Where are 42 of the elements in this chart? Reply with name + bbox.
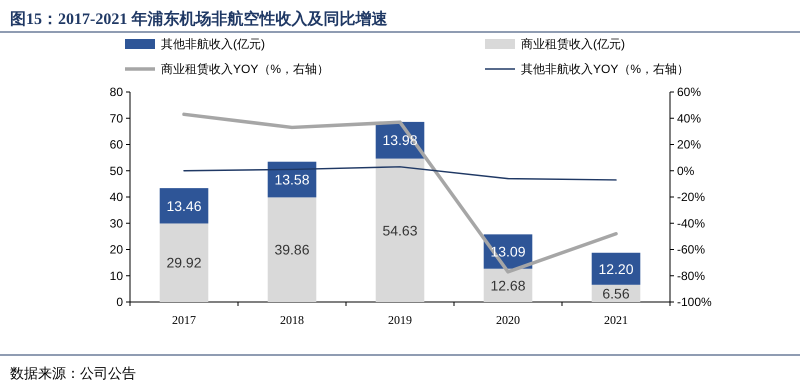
x-tick-label: 2017: [172, 313, 196, 327]
y2-tick-label: -60%: [677, 242, 706, 256]
y-tick-label: 60: [110, 138, 124, 152]
data-label: 13.58: [274, 172, 310, 188]
data-label: 29.92: [166, 254, 202, 271]
y-tick-label: 20: [110, 242, 124, 256]
y2-tick-label: 40%: [677, 111, 702, 126]
y-tick-label: 10: [110, 268, 124, 283]
legend-label: 商业租赁收入YOY（%，右轴）: [161, 62, 330, 76]
x-tick-label: 2021: [604, 313, 628, 327]
data-label: 13.46: [166, 198, 202, 214]
bar: [376, 158, 424, 302]
y-tick-label: 70: [110, 111, 124, 126]
y2-tick-label: -20%: [677, 190, 706, 204]
y-tick-label: 50: [110, 164, 124, 178]
x-tick-label: 2019: [388, 313, 412, 327]
chart-title: 图15：2017-2021 年浦东机场非航空性收入及同比增速: [10, 10, 388, 28]
y-tick-label: 80: [110, 85, 124, 99]
y2-tick-label: 20%: [677, 138, 702, 152]
source-note: 数据来源：公司公告: [10, 366, 136, 382]
y-tick-label: 0: [116, 295, 124, 309]
y-tick-label: 30: [110, 216, 124, 230]
bar: [268, 197, 316, 302]
data-label: 12.20: [598, 260, 634, 277]
legend-label: 商业租赁收入(亿元): [521, 37, 625, 51]
y2-tick-label: -80%: [677, 268, 706, 283]
y2-tick-label: -100%: [677, 295, 712, 309]
legend-label: 其他非航收入(亿元): [161, 37, 265, 51]
bar: [592, 252, 640, 285]
x-tick-label: 2020: [496, 313, 520, 327]
x-tick-label: 2018: [280, 313, 304, 327]
bar: [160, 188, 208, 224]
data-label: 12.68: [490, 277, 526, 294]
y2-tick-label: 0%: [677, 164, 695, 178]
y2-tick-label: 60%: [677, 85, 702, 99]
y-tick-label: 40: [110, 190, 124, 204]
y2-tick-label: -40%: [677, 216, 706, 230]
data-label: 39.86: [274, 242, 310, 258]
legend-label: 其他非航收入YOY（%，右轴）: [521, 62, 690, 76]
data-label: 6.56: [602, 285, 630, 302]
data-label: 54.63: [382, 222, 418, 238]
bar: [160, 223, 208, 302]
